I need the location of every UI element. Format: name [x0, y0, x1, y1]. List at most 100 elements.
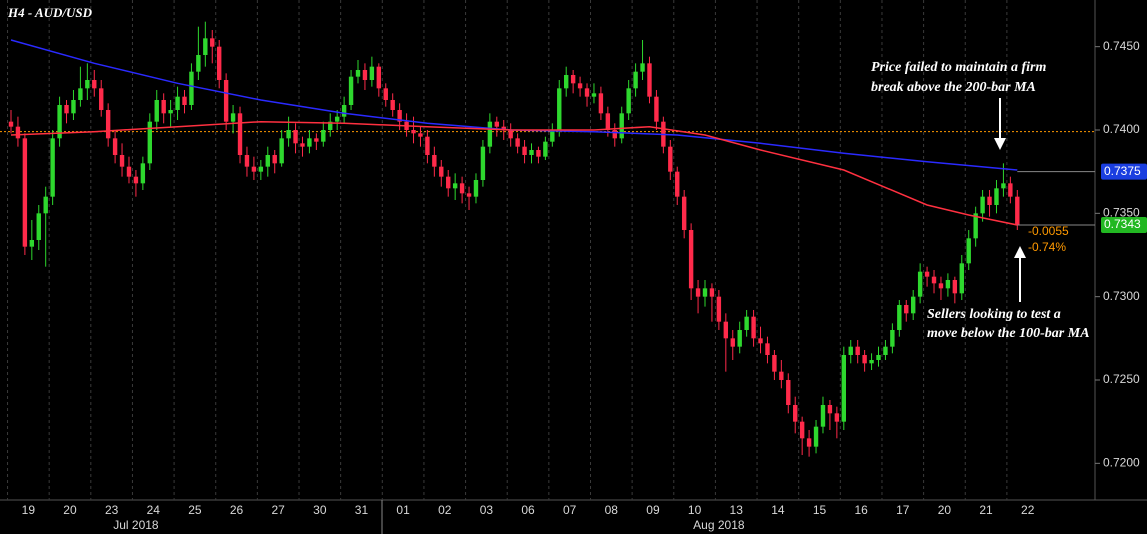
candle-body	[605, 113, 611, 130]
candle-body	[105, 110, 111, 139]
candle-body	[751, 316, 756, 339]
candle-body	[952, 280, 958, 294]
x-tick-label: 24	[147, 503, 161, 517]
candle-body	[480, 146, 486, 180]
candle-body	[931, 276, 937, 284]
candle-body	[140, 163, 146, 184]
candle-body	[564, 75, 569, 89]
candle-body	[411, 130, 416, 134]
x-tick-label: 27	[272, 503, 286, 517]
candle-body	[494, 121, 499, 127]
candle-body	[980, 196, 985, 214]
candle-body	[730, 338, 735, 347]
x-tick-label: 22	[1021, 503, 1035, 517]
x-tick-label: 16	[854, 503, 868, 517]
y-tick-label: 0.7200	[1103, 456, 1140, 470]
candle-body	[869, 360, 874, 364]
candle-body	[390, 100, 395, 110]
candle-body	[383, 88, 388, 100]
x-tick-label: 14	[771, 503, 785, 517]
candle-body	[265, 155, 270, 167]
candle-body	[147, 121, 152, 164]
candle-body	[508, 130, 513, 139]
candle-body	[938, 283, 944, 289]
x-tick-label: 07	[563, 503, 577, 517]
annotation: Sellers looking to test a	[927, 307, 1061, 322]
candle-body	[251, 166, 257, 172]
candle-body	[362, 70, 368, 80]
candle-body	[654, 96, 659, 122]
candle-body	[293, 130, 298, 144]
x-tick-label: 01	[396, 503, 410, 517]
candle-body	[834, 413, 840, 422]
candle-body	[112, 138, 118, 155]
candle-body	[418, 133, 423, 137]
x-tick-label: 06	[521, 503, 535, 517]
candle-body	[161, 100, 166, 114]
candle-body	[515, 138, 520, 147]
moving-average-line	[10, 120, 1018, 226]
candle-body	[1008, 183, 1013, 197]
y-tick-label: 0.7450	[1103, 39, 1140, 53]
candle-body	[591, 93, 597, 97]
candle-body	[681, 196, 687, 230]
x-tick-label: 17	[896, 503, 910, 517]
candle-body	[119, 155, 125, 167]
candle-body	[175, 96, 180, 110]
candle-body	[286, 130, 291, 139]
candle-body	[92, 80, 97, 89]
candle-body	[799, 421, 805, 439]
candle-body	[633, 71, 638, 89]
candle-body	[827, 405, 833, 414]
candle-body	[210, 38, 215, 47]
candle-body	[64, 105, 69, 114]
candle-body	[550, 130, 555, 142]
candle-body	[196, 55, 201, 72]
candle-body	[598, 93, 604, 114]
annotation-arrow-head	[994, 138, 1006, 150]
candle-body	[765, 343, 770, 355]
price-tag	[1101, 163, 1147, 180]
x-tick-label: 23	[105, 503, 119, 517]
x-tick-label: 20	[63, 503, 77, 517]
candle-body	[779, 371, 784, 380]
candle-body	[348, 76, 354, 105]
x-tick-label: 25	[188, 503, 202, 517]
candle-body	[85, 80, 90, 89]
candle-body	[557, 88, 562, 130]
candle-body	[723, 321, 729, 339]
annotation: move below the 100-bar MA	[927, 326, 1090, 341]
y-tick-label: 0.7350	[1103, 206, 1140, 220]
candle-body	[848, 346, 853, 355]
candle-body	[841, 355, 846, 422]
candle-body	[425, 136, 430, 155]
price-tag-label: 0.7375	[1104, 164, 1141, 178]
candle-body	[99, 88, 104, 110]
candle-body	[43, 196, 48, 214]
x-tick-label: 20	[938, 503, 952, 517]
x-tick-label: 31	[355, 503, 369, 517]
annotation: break above the 200-bar MA	[871, 80, 1036, 95]
candle-body	[237, 113, 243, 155]
candle-body	[501, 126, 506, 130]
candle-body	[22, 138, 28, 247]
candle-body	[702, 288, 708, 297]
candle-body	[536, 150, 541, 157]
candle-body	[904, 305, 909, 314]
candle-body	[258, 166, 264, 172]
candle-body	[959, 263, 964, 294]
change-pct-label: -0.74%	[1028, 240, 1066, 254]
candle-body	[57, 105, 62, 139]
candle-body	[584, 88, 590, 97]
candle-body	[1001, 183, 1006, 189]
x-tick-label: 13	[730, 503, 744, 517]
candle-body	[230, 113, 236, 122]
candle-body	[314, 138, 319, 142]
candle-body	[820, 405, 826, 427]
candle-body	[168, 110, 173, 114]
period-label: Aug 2018	[693, 518, 745, 532]
candle-body	[668, 146, 673, 172]
candle-body	[397, 110, 402, 122]
candle-body	[577, 83, 583, 89]
